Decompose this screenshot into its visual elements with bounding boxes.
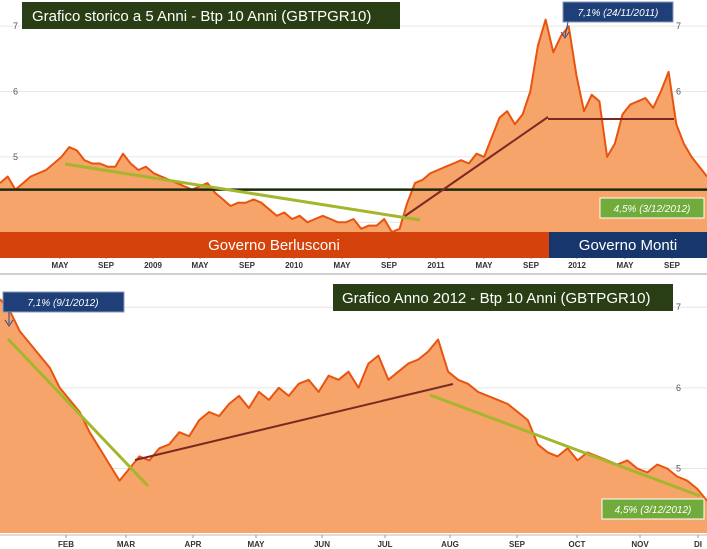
y-tick-label-right: 6 [676, 87, 681, 97]
series-line [0, 18, 707, 234]
current-note-text: 4,5% (3/12/2012) [614, 204, 691, 215]
x-tick-label: NOV [631, 540, 649, 549]
x-tick-label: SEP [523, 261, 540, 270]
x-tick-label: MAY [51, 261, 69, 270]
series-area [0, 19, 707, 255]
x-tick-label: SEP [509, 540, 526, 549]
title-box [22, 2, 400, 29]
x-tick-label: 2009 [144, 261, 162, 270]
x-tick-label: SEP [98, 261, 115, 270]
x-tick-label: DI [694, 540, 702, 549]
five-year-chart: 44556677MAYSEP2009MAYSEP2010MAYSEP2011MA… [0, 0, 707, 273]
x-tick-label: MAY [616, 261, 634, 270]
x-tick-label: MAY [247, 540, 265, 549]
y-tick-label-left: 7 [13, 21, 18, 31]
y-tick-label-left: 6 [13, 87, 18, 97]
title-box [333, 284, 673, 311]
peak-arrow-head [560, 31, 570, 39]
x-tick-label: 2010 [285, 261, 303, 270]
year-2012-chart: 556677FEBMARAPRMAYJUNJULAUGSEPOCTNOVDIGr… [0, 273, 707, 549]
uptrend-line-red [404, 116, 549, 217]
x-tick-label: MAY [333, 261, 351, 270]
series-area [0, 299, 707, 533]
y-tick-label-right: 6 [676, 383, 681, 393]
y-tick-label-right: 5 [676, 463, 681, 473]
x-tick-label: MAY [191, 261, 209, 270]
y-tick-label-right: 7 [676, 302, 681, 312]
current-note-text: 4,5% (3/12/2012) [615, 505, 692, 516]
downtrend-line-green-2 [429, 393, 701, 498]
peak-arrow-head [4, 319, 14, 327]
monti-label: Governo Monti [579, 237, 677, 254]
x-tick-label: 2012 [568, 261, 586, 270]
x-tick-label: FEB [58, 540, 74, 549]
peak-note-box [562, 1, 674, 23]
downtrend-line-green [64, 162, 421, 222]
x-tick-label: AUG [441, 540, 459, 549]
x-tick-label: SEP [381, 261, 398, 270]
current-note-box [601, 498, 705, 520]
x-tick-label: MAR [117, 540, 135, 549]
peak-note-text: 7,1% (9/1/2012) [27, 298, 98, 309]
chart-title: Grafico Anno 2012 - Btp 10 Anni (GBTPGR1… [342, 290, 651, 307]
uptrend-line-red [134, 383, 454, 461]
x-tick-label: 2011 [427, 261, 445, 270]
chart-title: Grafico storico a 5 Anni - Btp 10 Anni (… [32, 8, 371, 25]
peak-note-box [2, 291, 125, 313]
x-tick-label: OCT [569, 540, 586, 549]
y-tick-label-left: 5 [13, 152, 18, 162]
x-tick-label: APR [185, 540, 202, 549]
x-tick-label: SEP [664, 261, 681, 270]
peak-arrow [564, 21, 569, 37]
x-tick-label: MAY [475, 261, 493, 270]
y-tick-label-right: 7 [676, 21, 681, 31]
x-tick-label: SEP [239, 261, 256, 270]
monti-band [549, 232, 707, 258]
berlusconi-band [0, 232, 549, 258]
current-note-box [599, 197, 705, 219]
peak-note-text: 7,1% (24/11/2011) [578, 8, 659, 19]
downtrend-line-green-1 [6, 337, 150, 488]
x-tick-label: JUN [314, 540, 330, 549]
x-tick-label: JUL [377, 540, 392, 549]
berlusconi-label: Governo Berlusconi [208, 237, 340, 254]
